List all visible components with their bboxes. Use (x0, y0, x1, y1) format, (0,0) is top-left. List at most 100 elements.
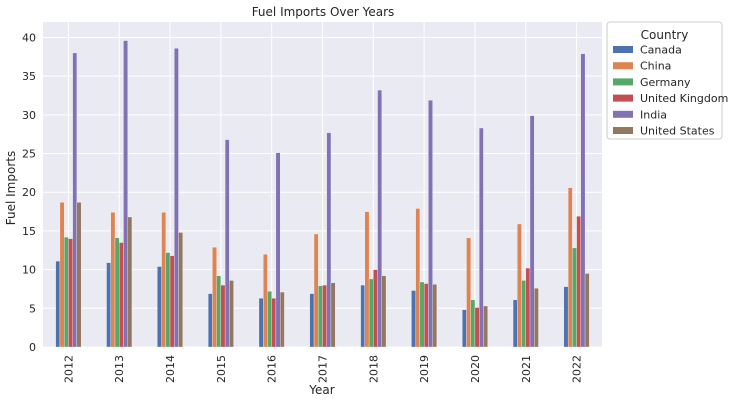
legend-items: Canada China Germany United Kingdom India Uni… (613, 44, 728, 138)
bar-united-kingdom-2018 (373, 269, 378, 348)
bar-china-2016 (263, 253, 268, 348)
legend-swatch (613, 110, 633, 118)
bar-canada-2016 (258, 298, 264, 348)
bar-germany-2020 (470, 299, 476, 348)
bar-india-2020 (479, 127, 484, 348)
bar-canada-2017 (309, 293, 315, 348)
bar-india-2012 (72, 52, 78, 348)
x-tick-label: 2020 (469, 355, 482, 383)
bar-united-states-2015 (229, 280, 234, 348)
bar-united-states-2019 (432, 284, 437, 348)
bar-canada-2021 (512, 299, 518, 348)
legend-swatch (613, 127, 633, 134)
bar-germany-2022 (572, 247, 577, 348)
y-tick-label: 40 (22, 31, 36, 44)
bar-canada-2018 (360, 284, 365, 348)
x-tick-label: 2017 (317, 355, 330, 383)
bar-china-2021 (517, 223, 522, 348)
legend-label: India (640, 108, 667, 121)
bar-germany-2019 (419, 281, 425, 348)
bar-india-2014 (174, 48, 179, 348)
bar-united-states-2014 (178, 232, 183, 348)
bar-canada-2014 (157, 266, 162, 348)
legend-title: Country (641, 28, 689, 42)
y-tick-labels: 0 5 10 15 20 25 30 35 40 (22, 31, 36, 354)
x-tick-label: 2018 (367, 355, 380, 383)
y-tick-label: 30 (22, 109, 36, 122)
bar-united-states-2020 (483, 305, 488, 348)
bar-china-2014 (161, 212, 166, 348)
bar-china-2013 (110, 212, 116, 348)
bar-united-states-2017 (330, 282, 336, 348)
bar-united-kingdom-2015 (220, 284, 226, 348)
bar-india-2022 (580, 53, 586, 348)
bar-united-kingdom-2012 (68, 238, 73, 348)
bar-united-kingdom-2016 (271, 298, 277, 348)
y-tick-label: 35 (22, 70, 36, 83)
y-tick-label: 15 (22, 225, 36, 238)
bar-united-kingdom-2019 (423, 283, 429, 348)
y-tick-label: 25 (22, 148, 36, 161)
legend-label: Germany (640, 76, 691, 89)
bar-canada-2020 (462, 309, 467, 348)
x-tick-label: 2022 (571, 355, 584, 383)
x-tick-label: 2013 (113, 355, 126, 383)
bar-united-states-2018 (381, 275, 387, 348)
bar-canada-2012 (55, 260, 61, 348)
x-tick-label: 2012 (62, 355, 75, 383)
legend-label: United Kingdom (640, 92, 728, 105)
legend: Country Canada China Germany United Kingdom… (606, 21, 728, 140)
bar-india-2019 (428, 100, 433, 348)
bar-united-kingdom-2017 (322, 284, 327, 348)
bar-china-2015 (212, 247, 217, 348)
legend-label: China (640, 60, 671, 73)
bar-united-states-2012 (76, 202, 82, 348)
y-tick-label: 10 (22, 264, 36, 277)
bar-germany-2013 (114, 237, 120, 348)
bar-united-kingdom-2022 (576, 216, 581, 348)
legend-label: Canada (640, 44, 682, 57)
bar-united-states-2013 (127, 216, 133, 348)
bar-germany-2016 (267, 291, 272, 348)
legend-swatch (613, 78, 633, 86)
bar-china-2017 (313, 233, 319, 348)
legend-box (606, 21, 723, 140)
bar-china-2022 (567, 187, 573, 348)
bar-india-2016 (275, 152, 281, 348)
bar-germany-2018 (368, 278, 374, 348)
bar-china-2020 (466, 237, 471, 348)
x-tick-label: 2015 (215, 355, 228, 383)
bar-germany-2012 (64, 236, 69, 348)
y-tick-label: 20 (22, 186, 36, 199)
bar-united-states-2016 (280, 291, 285, 348)
bar-united-kingdom-2021 (525, 267, 531, 348)
bar-canada-2019 (411, 290, 416, 348)
bar-united-kingdom-2013 (119, 242, 124, 348)
bar-china-2019 (415, 208, 421, 348)
bar-united-kingdom-2020 (474, 307, 480, 348)
legend-swatch (613, 62, 633, 70)
y-tick-label: 5 (29, 302, 36, 315)
bar-germany-2014 (165, 252, 171, 348)
bar-india-2018 (377, 89, 382, 348)
legend-swatch (613, 94, 633, 102)
bar-india-2017 (326, 132, 332, 348)
bar-canada-2013 (106, 262, 111, 348)
x-axis-label: Year (308, 383, 334, 397)
bar-united-kingdom-2014 (169, 255, 175, 348)
bar-united-states-2022 (584, 273, 590, 348)
x-tick-label: 2016 (266, 355, 279, 383)
bar-india-2021 (529, 115, 535, 348)
bar-canada-2022 (563, 286, 569, 348)
bar-germany-2021 (521, 280, 526, 348)
bar-india-2015 (224, 139, 230, 348)
x-tick-label: 2019 (418, 355, 431, 383)
bar-china-2012 (59, 202, 65, 348)
bars (55, 40, 590, 348)
y-axis-label: Fuel Imports (4, 151, 18, 225)
chart-title: Fuel Imports Over Years (252, 5, 395, 19)
x-tick-label: 2021 (520, 355, 533, 383)
x-tick-label: 2014 (164, 355, 177, 383)
